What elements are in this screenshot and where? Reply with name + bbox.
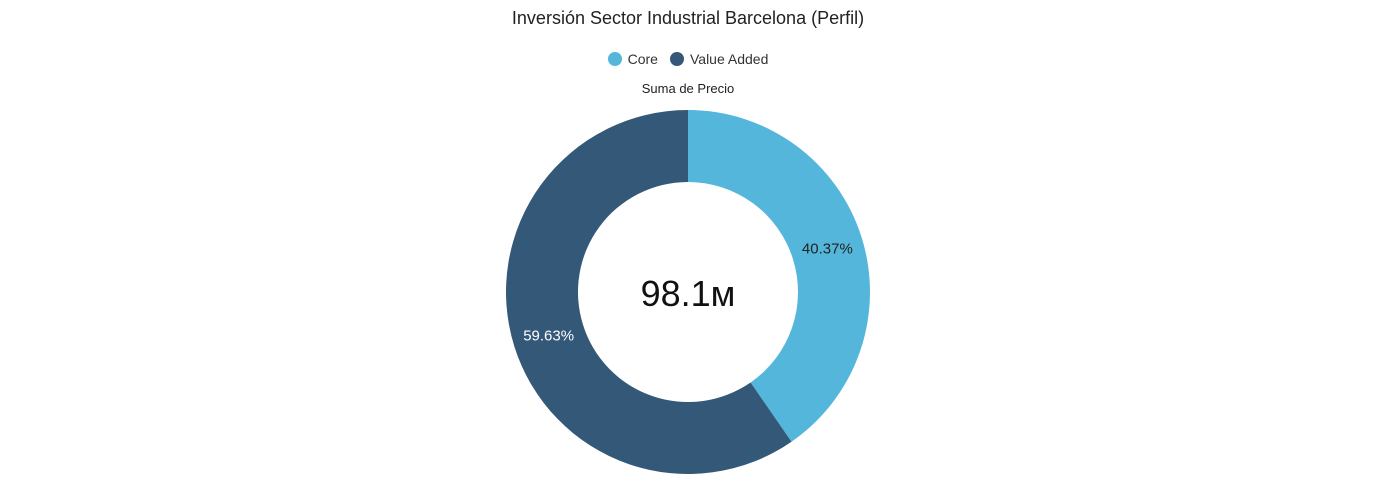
- donut-labels: 40.37% 59.63%: [523, 241, 853, 345]
- legend: Core Value Added: [0, 51, 1376, 67]
- slice-label-value-added: 59.63%: [523, 327, 574, 344]
- legend-label-core: Core: [627, 51, 658, 67]
- slice-value-added[interactable]: [506, 110, 792, 474]
- legend-label-value-added: Value Added: [689, 51, 769, 67]
- legend-item-core[interactable]: Core: [607, 51, 658, 67]
- legend-swatch-core: [607, 52, 622, 66]
- legend-swatch-value-added: [669, 52, 684, 66]
- slice-label-core: 40.37%: [802, 241, 853, 258]
- measure-label: Suma de Precio: [641, 81, 735, 96]
- slice-core[interactable]: [688, 110, 871, 442]
- center-total: 98.1м: [641, 273, 736, 314]
- legend-item-value-added[interactable]: Value Added: [669, 51, 769, 67]
- donut-slices: [506, 110, 871, 474]
- chart-title: Inversión Sector Industrial Barcelona (P…: [511, 8, 865, 28]
